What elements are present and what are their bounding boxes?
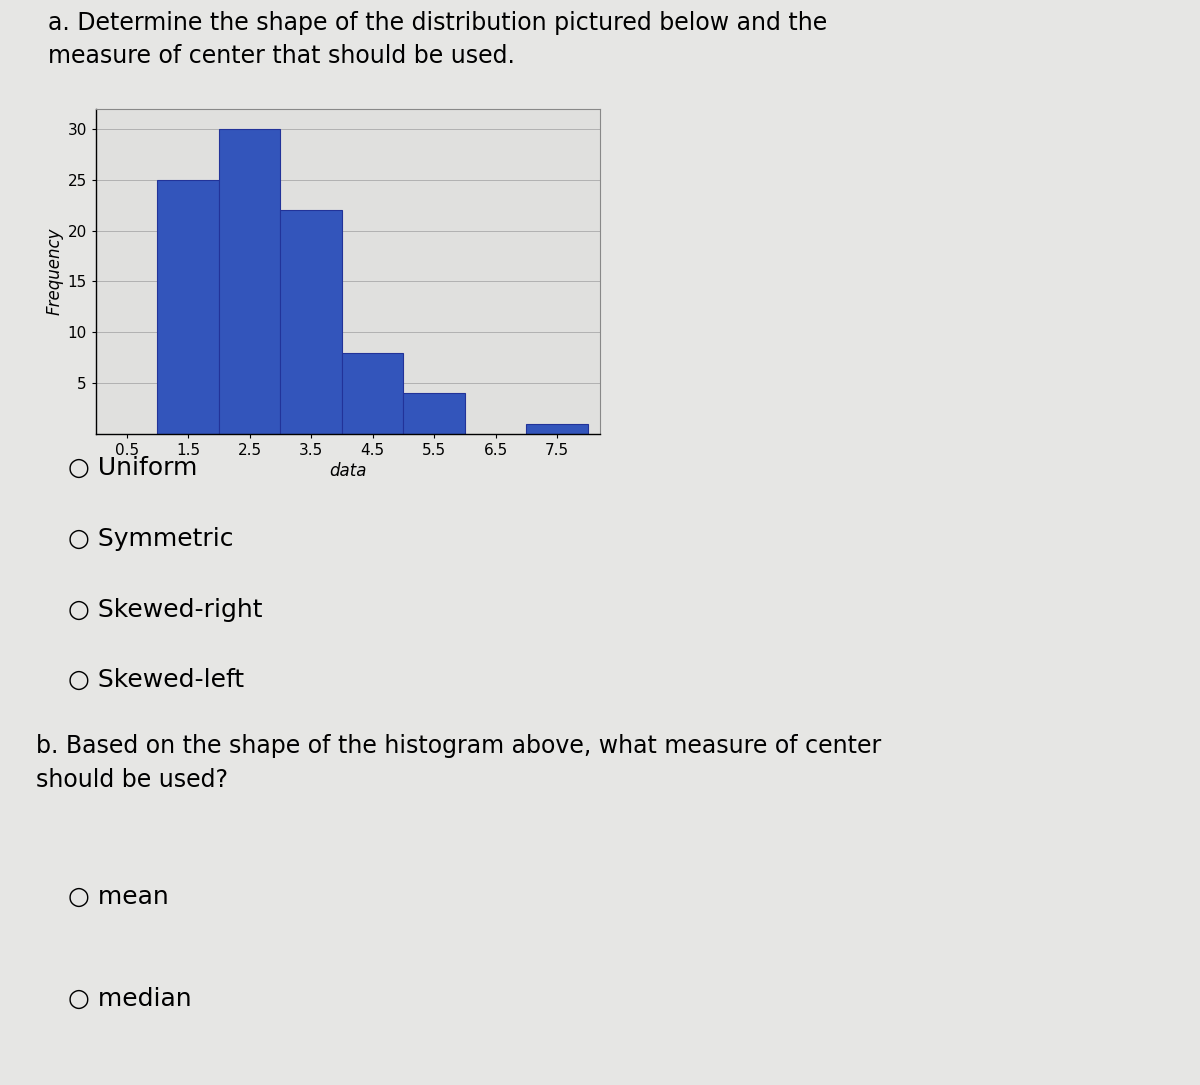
Text: ○ Symmetric: ○ Symmetric (68, 527, 233, 551)
Text: ○ Skewed-right: ○ Skewed-right (68, 598, 263, 622)
Bar (342, 353, 403, 434)
Text: ○ median: ○ median (68, 986, 192, 1011)
Text: a. Determine the shape of the distribution pictured below and the
measure of cen: a. Determine the shape of the distributi… (48, 11, 827, 68)
Bar (281, 210, 342, 434)
Text: b. Based on the shape of the histogram above, what measure of center
should be u: b. Based on the shape of the histogram a… (36, 733, 881, 791)
Bar (527, 424, 588, 434)
Y-axis label: Frequency: Frequency (46, 228, 64, 315)
Text: ○ mean: ○ mean (68, 885, 168, 909)
Bar (157, 180, 218, 434)
Text: ○ Uniform: ○ Uniform (68, 456, 197, 481)
Text: ○ Skewed-left: ○ Skewed-left (68, 668, 244, 692)
Bar (218, 129, 281, 434)
X-axis label: data: data (329, 462, 367, 481)
Bar (403, 394, 464, 434)
